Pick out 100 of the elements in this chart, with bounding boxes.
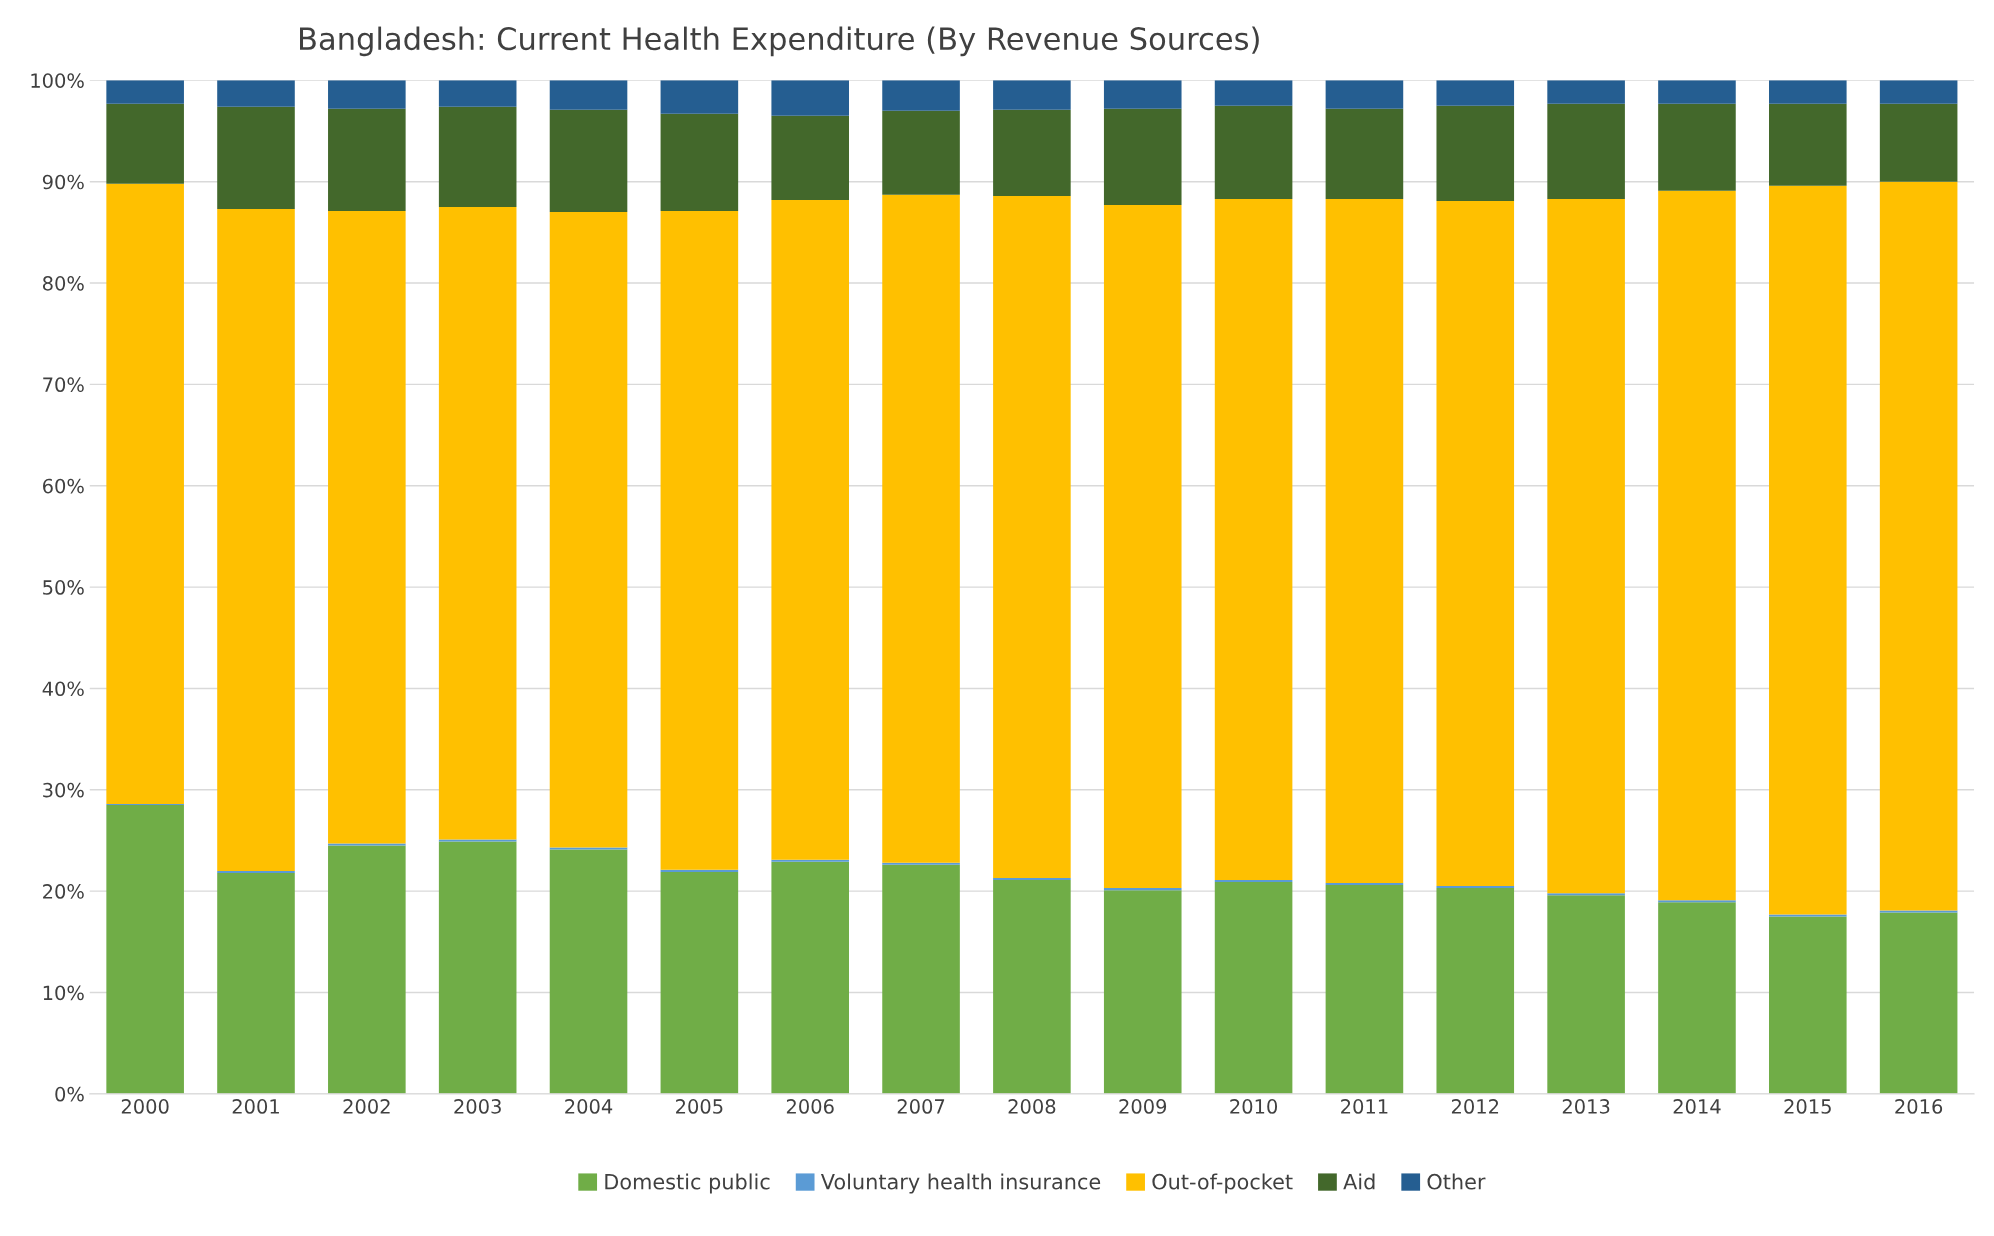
bar <box>1879 80 1958 104</box>
bar <box>1103 80 1182 109</box>
bar <box>882 864 960 1094</box>
bar <box>1214 105 1293 199</box>
bar <box>993 877 1071 881</box>
bar <box>106 103 184 184</box>
bar <box>328 80 406 109</box>
bar <box>882 194 960 863</box>
bar <box>438 841 517 1094</box>
bar <box>1658 190 1736 901</box>
bar <box>1879 103 1958 182</box>
bar <box>882 80 960 111</box>
bar <box>1214 882 1293 1094</box>
bar <box>1879 912 1958 1094</box>
bar <box>1436 888 1515 1094</box>
bar <box>328 843 406 846</box>
legend-label: Voluntary health insurance <box>820 1173 1101 1194</box>
bar <box>106 805 184 1094</box>
bar <box>993 80 1071 110</box>
bar <box>1769 103 1847 186</box>
bar <box>882 862 960 865</box>
bar <box>1547 80 1625 104</box>
bar <box>660 211 739 870</box>
bar <box>882 110 960 195</box>
bar <box>106 183 184 804</box>
bar <box>993 195 1071 878</box>
bar <box>328 845 406 1094</box>
x-tick-label: 2009 <box>1119 1099 1167 1114</box>
bar <box>1769 185 1847 915</box>
x-tick-label: 2002 <box>343 1099 390 1114</box>
x-tick-label: 2014 <box>1673 1099 1721 1114</box>
bar <box>217 106 295 210</box>
bar <box>660 871 739 1094</box>
bar <box>1547 103 1625 199</box>
bar <box>106 80 184 104</box>
bar <box>217 80 295 107</box>
bar <box>1879 910 1958 913</box>
legend-label: Aid <box>1343 1173 1375 1190</box>
chart-title: Bangladesh: Current Health Expenditure (By Revenue Sources) <box>300 26 1259 57</box>
y-tick-label: 20% <box>43 884 84 899</box>
bar <box>1325 883 1404 886</box>
bar <box>549 212 628 848</box>
bar <box>217 209 295 871</box>
bar <box>328 108 406 212</box>
bar <box>1547 895 1625 1094</box>
x-tick-label: 2013 <box>1562 1099 1610 1114</box>
bar <box>1103 108 1182 205</box>
y-tick-label: 30% <box>43 782 84 798</box>
bar <box>660 80 739 114</box>
bar <box>1879 181 1958 911</box>
bar <box>1436 80 1515 106</box>
bar <box>660 113 739 212</box>
bar <box>1658 902 1736 1094</box>
bar <box>771 80 849 116</box>
bar <box>771 861 849 1094</box>
bar <box>1214 80 1293 106</box>
x-tick-label: 2015 <box>1784 1099 1831 1114</box>
bar <box>328 211 406 844</box>
x-tick-label: 2007 <box>897 1099 945 1114</box>
legend-label: Out-of-pocket <box>1152 1173 1293 1194</box>
x-tick-label: 2003 <box>454 1099 501 1114</box>
y-tick-label: 90% <box>42 174 84 190</box>
x-tick-label: 2000 <box>121 1099 169 1114</box>
legend-label: Domestic public <box>605 1173 770 1194</box>
y-tick-label: 50% <box>43 580 84 595</box>
bar <box>1769 916 1847 1094</box>
x-tick-label: 2006 <box>786 1099 834 1114</box>
bar <box>1103 890 1182 1094</box>
bar <box>217 872 295 1094</box>
bar <box>771 859 849 862</box>
x-tick-label: 2008 <box>1008 1099 1056 1114</box>
bar <box>549 80 628 110</box>
bar <box>438 80 517 107</box>
bar <box>1547 198 1625 894</box>
x-tick-label: 2011 <box>1341 1099 1388 1114</box>
y-tick-label: 10% <box>43 985 84 1001</box>
bar <box>1769 914 1847 917</box>
bar <box>1214 880 1293 883</box>
x-tick-label: 2010 <box>1230 1099 1278 1114</box>
y-tick-label: 60% <box>43 478 84 494</box>
bar <box>1325 885 1404 1094</box>
bar <box>438 839 517 842</box>
x-tick-label: 2005 <box>676 1099 723 1114</box>
x-tick-label: 2001 <box>232 1099 279 1114</box>
legend-label: Other <box>1427 1173 1486 1190</box>
bar <box>1325 108 1404 199</box>
bar <box>438 207 517 840</box>
bar <box>1547 893 1625 896</box>
bar <box>1103 888 1182 891</box>
bar <box>1658 900 1736 903</box>
bar <box>1436 105 1515 201</box>
bar <box>549 849 628 1094</box>
bar <box>217 870 295 873</box>
bar <box>1214 198 1293 881</box>
x-tick-label: 2016 <box>1895 1099 1943 1114</box>
bar <box>549 109 628 213</box>
bar <box>993 109 1071 196</box>
y-tick-label: 80% <box>42 276 84 291</box>
y-tick-label: 70% <box>43 377 84 393</box>
bar <box>660 869 739 872</box>
